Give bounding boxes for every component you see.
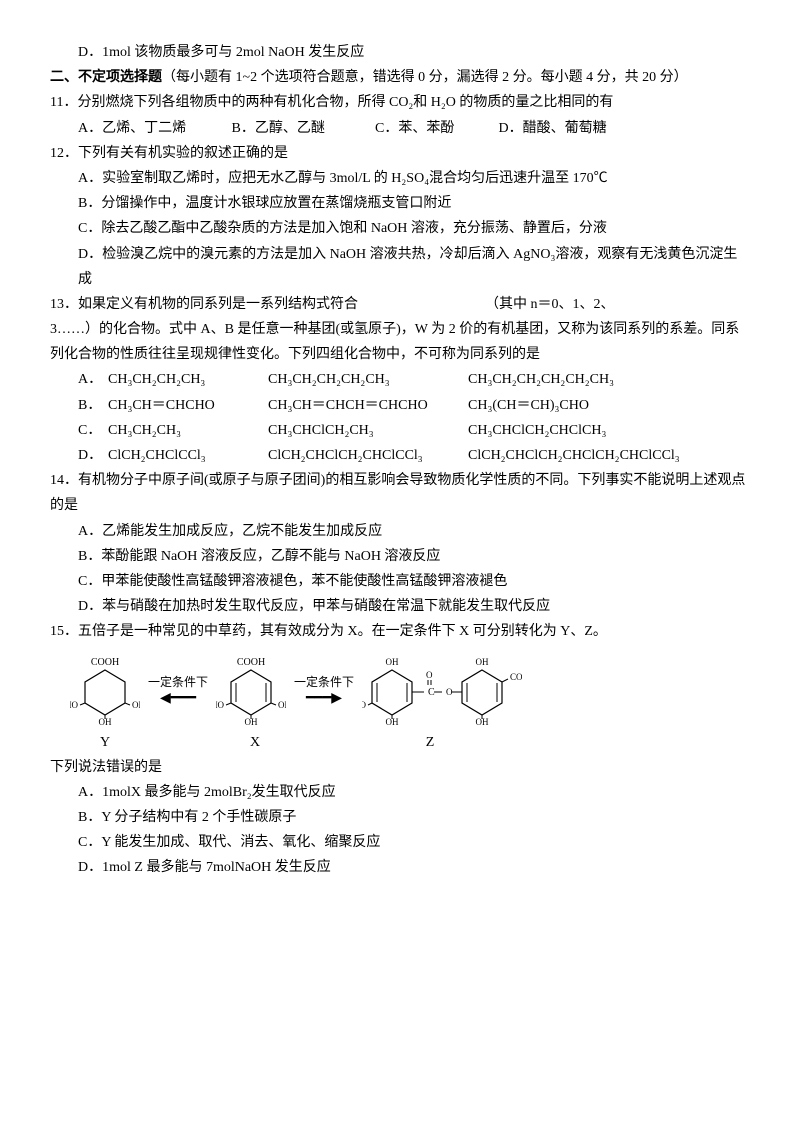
q14-c: C．甲苯能使酸性高锰酸钾溶液褪色，苯不能使酸性高锰酸钾溶液褪色 [50,569,750,594]
q13-d-c4: ClCH₂CHClCH₂CHClCH₂CHClCCl₃ [468,443,718,468]
q12-c: C．除去乙酸乙酯中乙酸杂质的方法是加入饱和 NaOH 溶液，充分振荡、静置后，分… [50,216,750,241]
label-z: Z [380,730,480,755]
q13-row-c: C． CH₃CH₂CH₃ CH₃CHClCH₂CH₃ CH₃CHClCH₂CHC… [78,418,750,443]
molecule-x: COOH OH OH HO [216,655,286,725]
q15-a: A．1molX 最多能与 2molBr₂发生取代反应 [50,780,750,805]
q13-a-label: A． [78,367,108,392]
q13-stem1-tail: （其中 n＝0、1、2、 [485,297,615,312]
q15-b: B．Y 分子结构中有 2 个手性碳原子 [50,805,750,830]
q13-d-label: D． [78,443,108,468]
arrow-right-label: 一定条件下 [294,672,354,694]
section2-desc: （每小题有 1~2 个选项符合题意，错选得 0 分，漏选得 2 分。每小题 4 … [162,70,688,85]
q13-stem1: 13．如果定义有机物的同系列是一系列结构式符合 [50,297,358,312]
q11-stem: 11．分别燃烧下列各组物质中的两种有机化合物，所得 CO₂和 H₂O 的物质的量… [50,90,750,115]
q12-a: A．实验室制取乙烯时，应把无水乙醇与 3mol/L 的 H₂SO₄混合均匀后迅速… [50,166,750,191]
label-y: Y [70,730,140,755]
q12-d-line1: D．检验溴乙烷中的溴元素的方法是加入 NaOH 溶液共热，冷却后滴入 AgNO₃… [50,242,750,292]
svg-text:OH: OH [476,657,489,667]
q13-c-c4: CH₃CHClCH₂CHClCH₃ [468,418,718,443]
svg-text:O: O [426,670,433,680]
q15-stem: 15．五倍子是一种常见的中草药，其有效成分为 X。在一定条件下 X 可分别转化为… [50,619,750,644]
arrow-right: 一定条件下 ━━━▶ [294,672,354,725]
q13-d-c3: ClCH₂CHClCH₂CHClCCl₃ [268,443,468,468]
q13-row-b: B． CH₃CH＝CHCHO CH₃CH＝CHCH＝CHCHO CH₃(CH＝C… [78,393,750,418]
q13-row-d: D． ClCH₂CHClCCl₃ ClCH₂CHClCH₂CHClCCl₃ Cl… [78,443,750,468]
svg-text:HO: HO [362,700,366,710]
arrow-left-label: 一定条件下 [148,672,208,694]
q13-stem2: 3……）的化合物。式中 A、B 是任意一种基团(或氢原子)，W 为 2 价的有机… [50,317,750,367]
svg-text:OH: OH [278,700,286,710]
svg-text:HO: HO [216,700,224,710]
q14-a: A．乙烯能发生加成反应，乙烷不能发生加成反应 [50,519,750,544]
arrow-right-icon: ━━━▶ [306,693,342,704]
q13-c-c2: CH₃CH₂CH₃ [108,418,268,443]
svg-text:O: O [446,687,453,697]
svg-text:HO: HO [70,700,78,710]
q13-a-c3: CH₃CH₂CH₂CH₂CH₃ [268,367,468,392]
q14-b: B．苯酚能跟 NaOH 溶液反应，乙醇不能与 NaOH 溶液反应 [50,544,750,569]
arrow-left: 一定条件下 ◀━━━ [148,672,208,725]
q15-c: C．Y 能发生加成、取代、消去、氧化、缩聚反应 [50,830,750,855]
q15-conclusion: 下列说法错误的是 [50,755,750,780]
molecule-z: OH OH HO C O O COOH OH OH [362,655,522,725]
q15-diagram: COOH OH OH HO 一定条件下 ◀━━━ COOH OH OH HO 一… [50,645,750,730]
section2-header: 二、不定项选择题（每小题有 1~2 个选项符合题意，错选得 0 分，漏选得 2 … [50,65,750,90]
svg-text:OH: OH [132,700,140,710]
q10-option-d: D．1mol 该物质最多可与 2mol NaOH 发生反应 [50,40,750,65]
section2-title: 二、不定项选择题 [50,70,162,85]
q12-stem: 12．下列有关有机实验的叙述正确的是 [50,141,750,166]
arrow-left-icon: ◀━━━ [160,693,196,704]
svg-text:C: C [428,687,435,698]
q13-b-label: B． [78,393,108,418]
molecule-y: COOH OH OH HO [70,655,140,725]
svg-text:COOH: COOH [237,657,265,668]
q11-options: A．乙烯、丁二烯 B．乙醇、乙醚 C．苯、苯酚 D．醋酸、葡萄糖 [50,116,750,141]
q13-d-c2: ClCH₂CHClCCl₃ [108,443,268,468]
q11-c: C．苯、苯酚 [375,116,495,141]
q13-b-c4: CH₃(CH＝CH)₃CHO [468,393,718,418]
q13-row-a: A． CH₃CH₂CH₂CH₃ CH₃CH₂CH₂CH₂CH₃ CH₃CH₂CH… [78,367,750,392]
svg-text:COOH: COOH [510,672,522,682]
q12-b: B．分馏操作中，温度计水银球应放置在蒸馏烧瓶支管口附近 [50,191,750,216]
q13-options-table: A． CH₃CH₂CH₂CH₃ CH₃CH₂CH₂CH₂CH₃ CH₃CH₂CH… [50,367,750,468]
q13-a-c4: CH₃CH₂CH₂CH₂CH₂CH₃ [468,367,718,392]
q13-c-c3: CH₃CHClCH₂CH₃ [268,418,468,443]
svg-text:COOH: COOH [91,657,119,668]
q15-labels: Y X Z [50,730,750,755]
q13-b-c2: CH₃CH＝CHCHO [108,393,268,418]
svg-text:OH: OH [386,657,399,667]
q13-b-c3: CH₃CH＝CHCH＝CHCHO [268,393,468,418]
q13-a-c2: CH₃CH₂CH₂CH₃ [108,367,268,392]
q11-b: B．乙醇、乙醚 [232,116,372,141]
q13-c-label: C． [78,418,108,443]
q14-stem: 14．有机物分子中原子间(或原子与原子团间)的相互影响会导致物质化学性质的不同。… [50,468,750,518]
q11-a: A．乙烯、丁二烯 [78,116,228,141]
q11-d: D．醋酸、葡萄糖 [499,116,607,141]
q14-d: D．苯与硝酸在加热时发生取代反应，甲苯与硝酸在常温下就能发生取代反应 [50,594,750,619]
q15-d: D．1mol Z 最多能与 7molNaOH 发生反应 [50,855,750,880]
q13-stem: 13．如果定义有机物的同系列是一系列结构式符合 （其中 n＝0、1、2、 [50,292,750,317]
label-x: X [220,730,290,755]
